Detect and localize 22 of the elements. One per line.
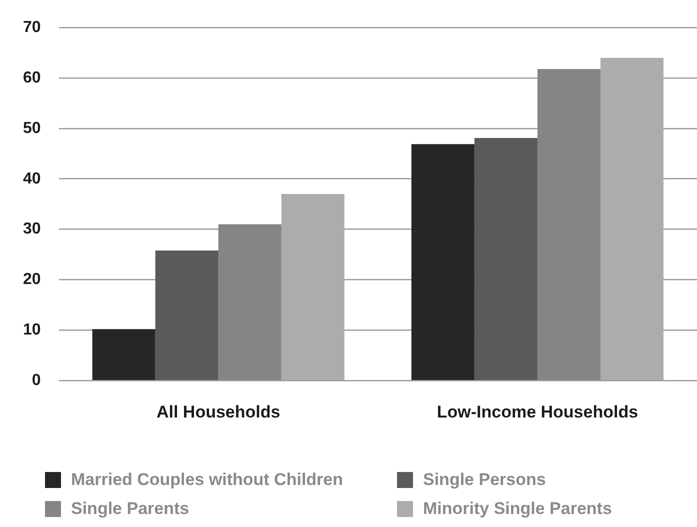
bar — [92, 329, 156, 380]
x-tick-label: All Households — [156, 402, 280, 422]
y-tick-label: 20 — [23, 271, 41, 288]
y-tick-label: 40 — [23, 170, 41, 188]
legend-label: Married Couples without Children — [71, 470, 344, 490]
bar — [600, 58, 664, 380]
y-tick-label: 50 — [23, 120, 41, 137]
x-tick-label: Low-Income Households — [436, 402, 638, 422]
legend-label: Single Parents — [71, 499, 190, 519]
bar — [218, 224, 282, 380]
y-tick-label: 30 — [23, 220, 41, 238]
bar — [537, 68, 600, 380]
bar — [155, 250, 218, 380]
y-tick-label: 0 — [32, 372, 41, 390]
bar — [281, 194, 344, 380]
legend-label: Minority Single Parents — [423, 499, 612, 519]
legend-label: Single Persons — [423, 470, 546, 490]
bar — [411, 144, 474, 380]
y-tick-label: 10 — [23, 322, 41, 339]
y-tick-label: 70 — [23, 19, 41, 36]
y-tick-label: 60 — [23, 69, 41, 86]
bar — [474, 138, 538, 380]
